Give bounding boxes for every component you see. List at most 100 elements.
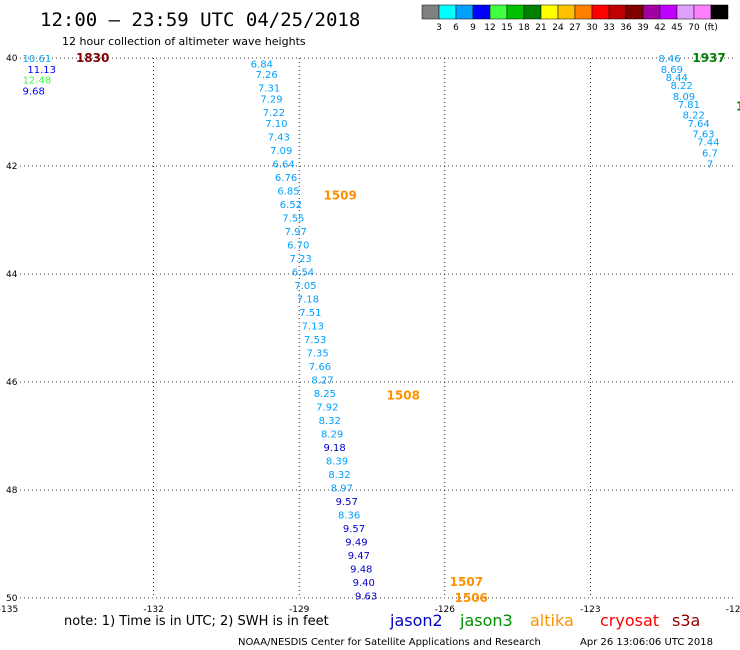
swh-value-jason3: 7.81 xyxy=(678,100,700,111)
swh-value-jason2: 11.13 xyxy=(27,65,56,76)
legend-label: 21 xyxy=(535,23,546,33)
legend-label: 6 xyxy=(453,23,459,33)
y-tick-label: 44 xyxy=(6,270,18,280)
timestamp-text: Apr 26 13:06:06 UTC 2018 xyxy=(580,637,713,648)
satellite-name-altika: altika xyxy=(530,611,574,630)
plot-area: -135 -132 -129 -126 -123 -120 40 42 44 46 48 50 10.… xyxy=(0,51,740,615)
legend-swatch xyxy=(557,4,576,20)
swh-value-jason3: 8.22 xyxy=(670,81,692,92)
swh-value-altika: 8.97 xyxy=(331,483,353,494)
legend-swatch xyxy=(676,4,695,20)
credit-text: NOAA/NESDIS Center for Satellite Applica… xyxy=(238,637,541,648)
swh-value-jason3: 8.69 xyxy=(661,65,683,76)
swh-value-altika: 7.53 xyxy=(304,335,326,346)
legend-swatch xyxy=(506,4,525,20)
legend-label: 12 xyxy=(484,23,495,33)
swh-value-jason3: 8.22 xyxy=(683,111,705,122)
legend-swatch xyxy=(489,4,508,20)
satellite-name-jason3: jason3 xyxy=(459,611,513,630)
legend-label: 27 xyxy=(569,23,580,33)
y-tick-label: 42 xyxy=(6,162,17,172)
x-tick-label: -132 xyxy=(143,605,163,615)
swh-value-altika: 7.13 xyxy=(302,321,324,332)
swh-value-altika: 7.05 xyxy=(294,281,316,292)
y-tick-label: 40 xyxy=(6,54,18,64)
swh-value-altika: 6.54 xyxy=(292,267,314,278)
swh-value-altika: 8.39 xyxy=(326,456,348,467)
legend-label: 42 xyxy=(654,23,665,33)
satellite-legend: jason2 jason3 altika cryosat s3a xyxy=(389,611,700,630)
legend-label: 9 xyxy=(470,23,476,33)
swh-value-altika: 8.29 xyxy=(321,429,343,440)
x-tick-label: -123 xyxy=(580,605,600,615)
time-label-altika: 1508 xyxy=(387,389,420,403)
y-tick-label: 50 xyxy=(6,594,18,604)
legend-label: 39 xyxy=(637,23,649,33)
swh-value-altika: 7.22 xyxy=(263,108,285,119)
swh-value-altika: 7.31 xyxy=(258,84,280,95)
swh-value-altika: 9.18 xyxy=(323,443,345,454)
legend-swatch xyxy=(523,4,542,20)
swh-value-altika: 7.18 xyxy=(297,294,319,305)
time-label-altika: 1509 xyxy=(323,189,356,203)
y-tick-label: 48 xyxy=(6,486,18,496)
swh-value-jason3: 7.63 xyxy=(692,130,714,141)
swh-value-altika: 9.63 xyxy=(355,591,377,602)
legend-label: 36 xyxy=(620,23,632,33)
legend-label: 24 xyxy=(552,23,564,33)
swh-value-jason2: 10.61 xyxy=(23,54,52,65)
legend-swatch xyxy=(591,4,610,20)
legend-swatch xyxy=(574,4,593,20)
time-label-jason3: 19 xyxy=(736,100,740,114)
time-label-altika: 1506 xyxy=(455,591,488,605)
legend-swatch xyxy=(421,4,440,20)
swh-value-altika: 9.57 xyxy=(336,497,358,508)
chart-subtitle: 12 hour collection of altimeter wave hei… xyxy=(62,35,306,48)
legend-label: 70 xyxy=(688,23,700,33)
grid-lines xyxy=(20,57,736,599)
chart-title: 12:00 – 23:59 UTC 04/25/2018 xyxy=(40,9,360,31)
swh-value-jason3: 7 xyxy=(707,159,713,170)
swh-value-jason3: 8.46 xyxy=(658,54,680,65)
swh-value-altika: 8.32 xyxy=(328,470,350,481)
swh-value-altika: 7.10 xyxy=(265,119,287,130)
swh-value-altika: 7.66 xyxy=(309,362,331,373)
legend-label: 33 xyxy=(603,23,614,33)
swh-value-jason3: 6.7 xyxy=(702,149,718,160)
legend-swatch xyxy=(625,4,644,20)
swh-value-jason3: 8.09 xyxy=(673,92,695,103)
legend-label: 3 xyxy=(436,23,442,33)
swh-value-altika: 7.97 xyxy=(285,227,307,238)
time-label-s3a: 1830 xyxy=(76,51,109,65)
y-tick-label: 46 xyxy=(6,378,18,388)
legend-swatch xyxy=(659,4,678,20)
swh-value-altika: 7.29 xyxy=(260,95,282,106)
swh-value-altika: 6.85 xyxy=(277,186,299,197)
swh-value-altika: 7.55 xyxy=(282,213,304,224)
swh-value-altika: 7.43 xyxy=(268,132,290,143)
swh-value-altika: 8.25 xyxy=(314,389,336,400)
legend-swatch xyxy=(710,4,729,20)
swh-value-altika: 9.48 xyxy=(350,564,372,575)
swh-value-altika: 7.23 xyxy=(289,254,311,265)
legend-label: (ft) xyxy=(704,23,718,33)
legend-label: 15 xyxy=(501,23,512,33)
satellite-name-s3a: s3a xyxy=(672,611,700,630)
units-note: note: 1) Time is in UTC; 2) SWH is in fe… xyxy=(64,614,329,629)
legend-swatch xyxy=(608,4,627,20)
swh-value-jason2: 9.68 xyxy=(23,86,45,97)
swh-value-altika: 9.47 xyxy=(348,551,370,562)
legend-swatch xyxy=(455,4,474,20)
swh-value-altika: 7.92 xyxy=(316,402,338,413)
x-tick-label: -120 xyxy=(726,605,740,615)
legend-label: 30 xyxy=(586,23,598,33)
swh-value-altika: 6.52 xyxy=(280,200,302,211)
legend-swatch xyxy=(438,4,457,20)
legend-swatch xyxy=(693,4,712,20)
swh-value-altika: 8.36 xyxy=(338,510,360,521)
swh-value-altika: 7.51 xyxy=(299,308,321,319)
legend-swatch xyxy=(540,4,559,20)
legend-label: 45 xyxy=(671,23,682,33)
legend-label: 18 xyxy=(518,23,530,33)
